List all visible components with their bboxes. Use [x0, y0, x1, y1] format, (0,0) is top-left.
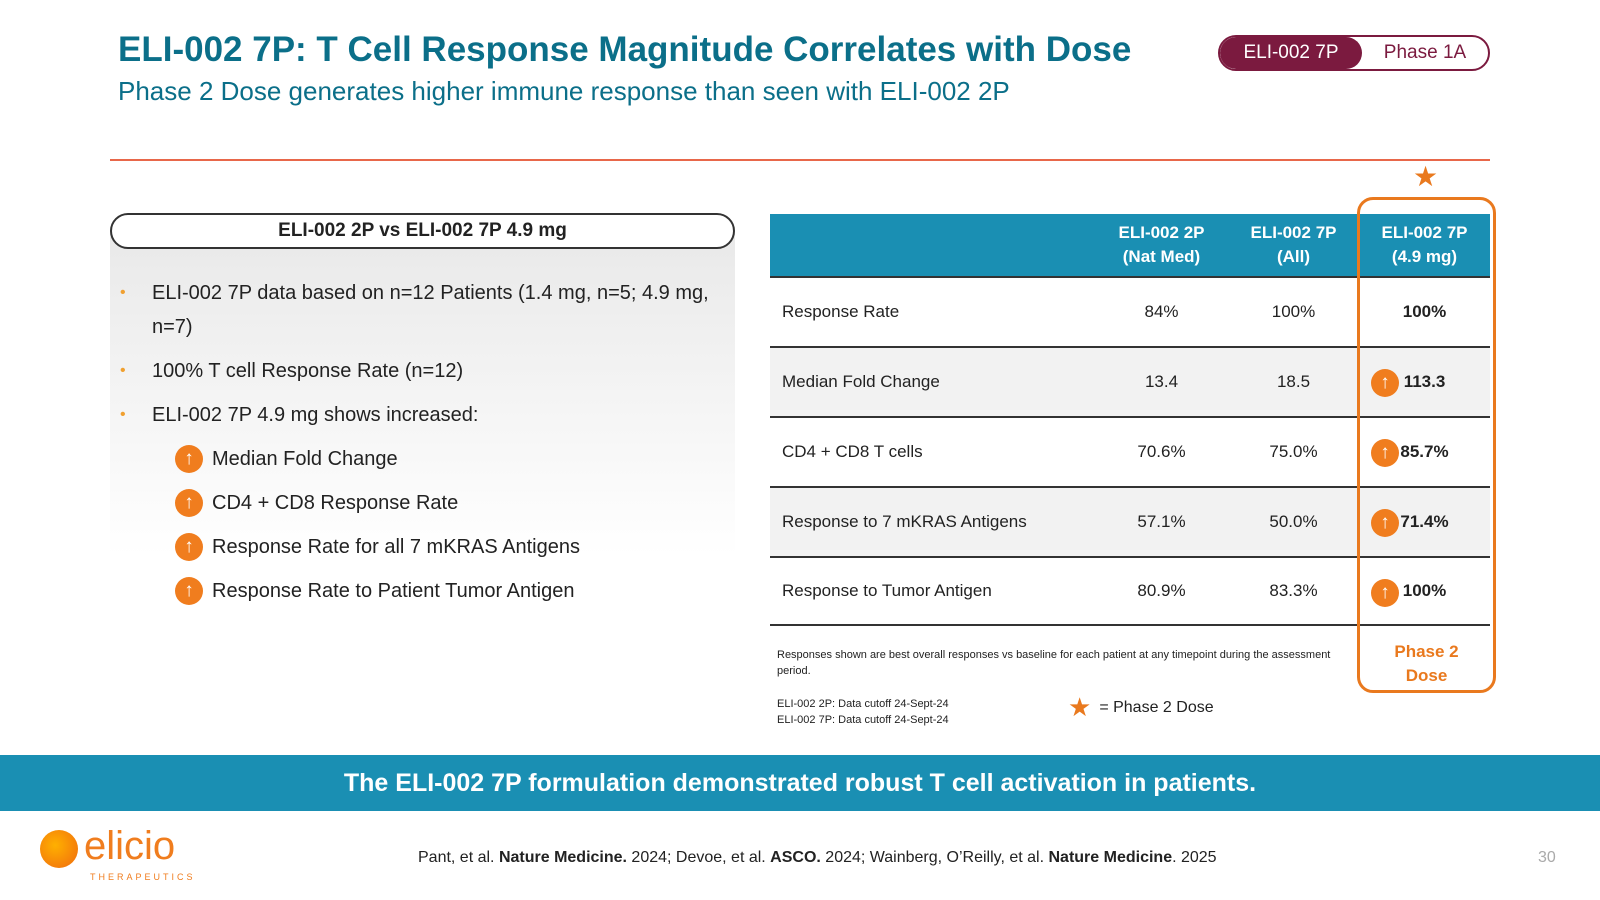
table-row: Response to 7 mKRAS Antigens 57.1% 50.0%… [770, 486, 1490, 556]
cell-7p-49mg-value: 71.4% [1400, 512, 1449, 531]
arrow-up-icon: ↑ [1371, 509, 1399, 537]
citation-journal: Nature Medicine [1048, 849, 1173, 866]
increase-item: ↑ CD4 + CD8 Response Rate [120, 486, 720, 520]
bullet-list: • ELI-002 7P data based on n=12 Patients… [120, 276, 720, 618]
logo-subtitle: THERAPEUTICS [90, 872, 196, 882]
cutoff-2p: ELI-002 2P: Data cutoff 24-Sept-24 [777, 698, 949, 710]
comparison-panel-heading: ELI-002 2P vs ELI-002 7P 4.9 mg [110, 213, 735, 249]
phase-pill: ELI-002 7P Phase 1A [1218, 35, 1490, 71]
pill-phase-label: Phase 1A [1383, 42, 1467, 63]
phase2-dose-label-line2: Dose [1405, 666, 1448, 685]
arrow-up-icon: ↑ [175, 577, 203, 605]
cell-7p-all: 75.0% [1269, 442, 1318, 461]
arrow-up-icon: ↑ [1371, 579, 1399, 607]
bullet-text: ELI-002 7P 4.9 mg shows increased: [152, 404, 479, 426]
phase2-dose-label-line1: Phase 2 [1394, 642, 1459, 661]
results-table: ELI-002 2P (Nat Med) ELI-002 7P (All) EL… [770, 214, 1490, 626]
bullet-item: • ELI-002 7P data based on n=12 Patients… [120, 276, 720, 344]
cell-2p: 13.4 [1144, 372, 1179, 391]
conclusion-banner: The ELI-002 7P formulation demonstrated … [0, 755, 1600, 811]
page-subtitle: Phase 2 Dose generates higher immune res… [118, 76, 1010, 106]
arrow-up-icon: ↑ [1371, 439, 1399, 467]
bullet-item: • 100% T cell Response Rate (n=12) [120, 354, 720, 388]
cutoff-7p: ELI-002 7P: Data cutoff 24-Sept-24 [777, 714, 949, 726]
table-header-row: ELI-002 2P (Nat Med) ELI-002 7P (All) EL… [770, 214, 1490, 276]
arrow-up-icon: ↑ [1371, 369, 1399, 397]
page-number: 30 [1538, 849, 1556, 866]
cell-2p: 57.1% [1137, 512, 1186, 531]
citation-part: . 2025 [1172, 849, 1217, 866]
increase-item-text: Response Rate for all 7 mKRAS Antigens [212, 536, 580, 558]
pill-product-label: ELI-002 7P [1220, 37, 1362, 69]
cell-7p-49mg: ↑ 71.4% [1359, 488, 1490, 556]
star-icon: ★ [1413, 161, 1439, 192]
cell-7p-49mg: 100% [1359, 278, 1490, 346]
increase-item-text: CD4 + CD8 Response Rate [212, 492, 459, 514]
cell-7p-all: 50.0% [1269, 512, 1318, 531]
logo-wordmark: elicio [84, 824, 176, 868]
logo-mark-icon [40, 830, 78, 868]
increase-item-text: Median Fold Change [212, 448, 398, 470]
table-header-7p-all: ELI-002 7P (All) [1250, 223, 1337, 266]
bullet-dot: • [120, 284, 126, 301]
citation-part: Pant, et al. [418, 849, 499, 866]
phase2-dose-label: Phase 2 Dose [1357, 640, 1496, 688]
increase-item: ↑ Response Rate to Patient Tumor Antigen [120, 574, 720, 608]
increase-item: ↑ Median Fold Change [120, 442, 720, 476]
header-divider [110, 159, 1490, 161]
table-header-empty [770, 214, 1095, 276]
cell-7p-49mg-value: 100% [1402, 581, 1447, 600]
arrow-up-icon: ↑ [175, 489, 203, 517]
citation-journal: ASCO. [770, 849, 821, 866]
cell-7p-49mg-value: 113.3 [1403, 372, 1446, 391]
citation: Pant, et al. Nature Medicine. 2024; Devo… [418, 849, 1217, 867]
table-header-7p-49mg: ELI-002 7P (4.9 mg) [1381, 223, 1468, 266]
table-row: Response to Tumor Antigen 80.9% 83.3% ↑ … [770, 556, 1490, 626]
citation-part: 2024; Devoe, et al. [626, 849, 771, 866]
arrow-up-icon: ↑ [175, 533, 203, 561]
row-label: CD4 + CD8 T cells [782, 442, 923, 461]
increase-item-text: Response Rate to Patient Tumor Antigen [212, 580, 575, 602]
dose-legend: ★ = Phase 2 Dose [1068, 692, 1214, 723]
legend-text: = Phase 2 Dose [1099, 698, 1214, 716]
citation-part: 2024; Wainberg, O’Reilly, et al. [820, 849, 1049, 866]
row-label: Response to 7 mKRAS Antigens [782, 512, 1027, 531]
phase2-dose-highlight [1357, 197, 1496, 693]
table-row: Median Fold Change 13.4 18.5 ↑ 113.3 [770, 346, 1490, 416]
cell-2p: 70.6% [1137, 442, 1186, 461]
cell-7p-49mg: ↑ 100% [1359, 558, 1490, 624]
cell-7p-49mg: ↑ 113.3 [1359, 348, 1490, 416]
row-label: Median Fold Change [782, 372, 940, 391]
table-row: CD4 + CD8 T cells 70.6% 75.0% ↑ 85.7% [770, 416, 1490, 486]
cell-7p-all: 18.5 [1276, 372, 1311, 391]
bullet-text: ELI-002 7P data based on n=12 Patients (… [152, 282, 709, 338]
star-icon: ★ [1068, 692, 1092, 722]
cell-7p-49mg-value: 100% [1402, 302, 1447, 321]
row-label: Response Rate [782, 302, 900, 321]
table-header-2p: ELI-002 2P (Nat Med) [1118, 223, 1205, 266]
table-row: Response Rate 84% 100% 100% [770, 276, 1490, 346]
bullet-text: 100% T cell Response Rate (n=12) [152, 360, 464, 382]
comparison-panel [110, 232, 735, 664]
bullet-dot: • [120, 406, 126, 423]
cell-2p: 80.9% [1137, 581, 1186, 600]
cell-7p-49mg-value: 85.7% [1400, 442, 1449, 461]
arrow-up-icon: ↑ [175, 445, 203, 473]
row-label: Response to Tumor Antigen [782, 581, 992, 600]
data-cutoffs: ELI-002 2P: Data cutoff 24-Sept-24 ELI-0… [777, 696, 949, 728]
cell-2p: 84% [1144, 302, 1179, 321]
bullet-item: • ELI-002 7P 4.9 mg shows increased: [120, 398, 720, 432]
cell-7p-all: 83.3% [1269, 581, 1318, 600]
citation-journal: Nature Medicine. [498, 849, 627, 866]
table-footnote: Responses shown are best overall respons… [777, 649, 1331, 677]
page-title: ELI-002 7P: T Cell Response Magnitude Co… [118, 30, 1132, 69]
increase-item: ↑ Response Rate for all 7 mKRAS Antigens [120, 530, 720, 564]
cell-7p-all: 100% [1271, 302, 1316, 321]
cell-7p-49mg: ↑ 85.7% [1359, 418, 1490, 486]
bullet-dot: • [120, 362, 126, 379]
